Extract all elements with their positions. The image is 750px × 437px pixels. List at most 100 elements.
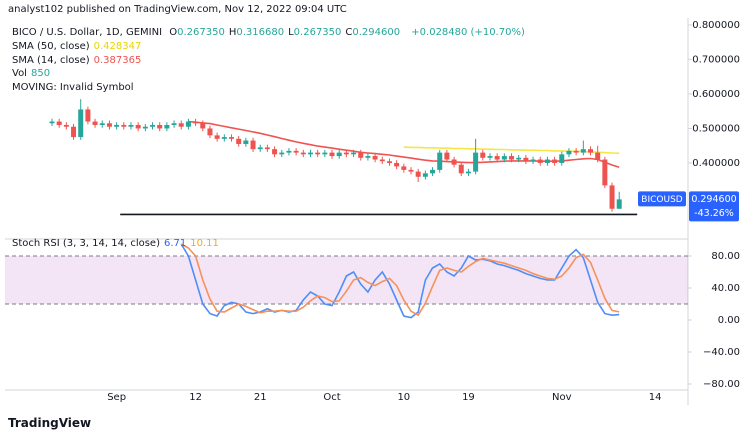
candle-body xyxy=(142,126,148,129)
candle-body xyxy=(279,152,285,155)
candle-body xyxy=(236,138,242,144)
legend-name: MOVING: Invalid Symbol xyxy=(12,82,134,93)
candle-body xyxy=(178,123,184,127)
candle-body xyxy=(315,152,321,155)
price-tag: 0.294600 xyxy=(691,194,736,205)
candle-body xyxy=(415,171,421,177)
candle-body xyxy=(264,147,270,150)
ohlc-key: O xyxy=(169,27,178,38)
candle-body xyxy=(494,156,500,160)
candle-body xyxy=(200,123,206,129)
candle-body xyxy=(63,125,69,127)
candle-body xyxy=(487,156,493,158)
legend-sma14: SMA (14, close) 0.387365 xyxy=(12,55,145,66)
legend-value: 10.11 xyxy=(190,238,219,249)
ohlc: O0.267350 H0.316680 L0.267350 C0.294600 xyxy=(169,27,404,38)
publish-text: analyst102 published on TradingView.com,… xyxy=(8,4,347,15)
candle-body xyxy=(573,150,579,153)
candle-body xyxy=(322,152,328,155)
candle-body xyxy=(193,121,199,124)
candle-body xyxy=(516,157,522,160)
candle-body xyxy=(99,123,105,125)
candle-body xyxy=(537,159,543,163)
symbol-tag: BICOUSD xyxy=(641,195,682,205)
line-series xyxy=(180,243,620,319)
ohlc-key: H xyxy=(228,27,237,38)
candle-body xyxy=(530,159,536,162)
ohlc-value: 0.316680 xyxy=(236,27,285,38)
x-tick-label: 12 xyxy=(189,392,202,403)
candle-body xyxy=(401,166,407,170)
candle-body xyxy=(135,125,141,129)
candle-body xyxy=(523,157,529,162)
candle-body xyxy=(559,154,565,163)
candle-body xyxy=(465,171,471,174)
candle-body xyxy=(243,140,249,144)
x-tick-label: Nov xyxy=(552,392,572,403)
candle-body xyxy=(544,159,550,163)
candle-body xyxy=(588,149,593,153)
candle-body xyxy=(329,152,335,157)
candle-body xyxy=(430,169,436,174)
candle-body xyxy=(351,152,357,155)
candle-body xyxy=(336,152,342,157)
legend-stoch: Stoch RSI (3, 3, 14, 14, close) 6.71 10.11 xyxy=(12,238,223,249)
candle-body xyxy=(250,140,256,150)
x-tick-label: Sep xyxy=(107,392,126,403)
y-tick-label: 0.00 xyxy=(718,315,740,326)
legend-name: SMA (14, close) xyxy=(12,55,90,66)
candle-body xyxy=(609,185,615,209)
candle-body xyxy=(150,125,156,127)
candle-body xyxy=(207,128,213,136)
candle-body xyxy=(422,173,428,177)
ohlc-value: 0.267350 xyxy=(293,27,342,38)
x-tick-label: 21 xyxy=(254,392,267,403)
candle-body xyxy=(272,149,278,155)
y-tick-label: 0.600000 xyxy=(692,89,740,100)
ohlc-key: L xyxy=(288,27,294,38)
candle-body xyxy=(300,152,306,155)
candle-body xyxy=(372,156,378,160)
candle-body xyxy=(171,123,177,125)
symbol-tag-box xyxy=(638,191,686,207)
x-tick-label: 14 xyxy=(649,392,662,403)
candle-body xyxy=(106,123,112,127)
candle-body xyxy=(214,135,220,139)
change-tag: -43.26% xyxy=(694,208,734,219)
x-tick-label: 10 xyxy=(397,392,410,403)
legend-sma50: SMA (50, close) 0.428347 xyxy=(12,41,145,52)
y-tick-label: 0.500000 xyxy=(692,123,740,134)
candle-body xyxy=(121,125,127,127)
ohlc-value: 0.267350 xyxy=(177,27,225,38)
ohlc-value: 0.294600 xyxy=(352,27,401,38)
candle-body xyxy=(595,152,601,160)
y-tick-label: 0.700000 xyxy=(692,54,740,65)
candle-body xyxy=(164,125,170,129)
candle-body xyxy=(229,137,234,139)
legend-moving: MOVING: Invalid Symbol xyxy=(12,82,138,93)
candle-body xyxy=(480,152,486,158)
candle-body xyxy=(616,199,622,209)
candle-body xyxy=(343,152,349,155)
candle-body xyxy=(458,164,464,174)
y-tick-label: −40.00 xyxy=(703,347,740,358)
y-tick-label: 0.800000 xyxy=(692,20,740,31)
candle-body xyxy=(49,121,55,124)
candle-body xyxy=(580,149,586,153)
band-fill xyxy=(5,256,688,304)
logo-text: TradingView xyxy=(8,416,92,430)
candle-body xyxy=(221,137,227,139)
x-tick-label: 19 xyxy=(462,392,475,403)
candle-body xyxy=(386,161,392,163)
candle-body xyxy=(157,125,163,129)
candle-body xyxy=(501,156,507,160)
candle-body xyxy=(408,169,414,172)
legend-value: 6.71 xyxy=(164,238,187,249)
candle-body xyxy=(473,152,479,172)
candle-body xyxy=(71,126,77,138)
candle-body xyxy=(509,156,515,160)
change: +0.028480 (+10.70%) xyxy=(411,27,525,38)
